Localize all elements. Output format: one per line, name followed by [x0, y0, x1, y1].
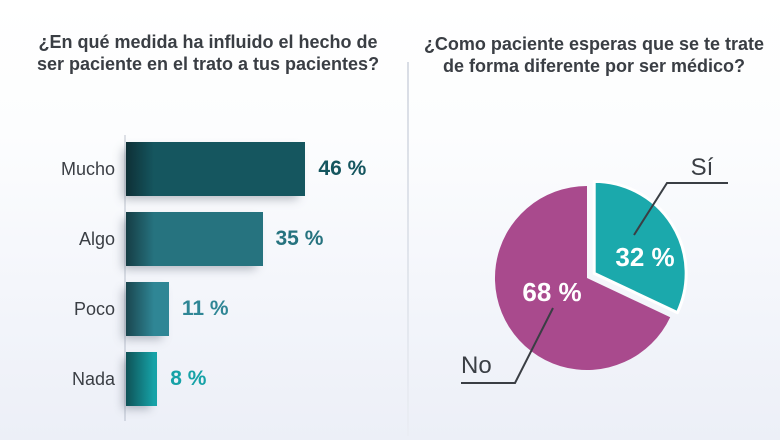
pie-chart: 32 % 68 % Sí No	[461, 154, 728, 384]
bar-poco	[126, 282, 169, 336]
pie-chart-title-line1: ¿Como paciente esperas que se te trate	[423, 34, 765, 54]
bar-chart-title-line1: ¿En qué medida ha influido el hecho de	[38, 32, 378, 52]
bar-row-poco: Poco 11 %	[0, 282, 366, 336]
bar-row-algo: Algo 35 %	[0, 212, 366, 266]
bar-chart-axis-line	[124, 135, 126, 421]
bar-chart-title: ¿En qué medida ha influido el hecho de s…	[26, 31, 390, 75]
bar-nada	[126, 352, 158, 406]
bar-category-label: Mucho	[60, 158, 115, 179]
pie-chart-title-line2: de forma diferente por ser médico?	[442, 56, 746, 76]
bar-value-label: 11 %	[181, 297, 229, 320]
pie-label-si: Sí	[691, 154, 714, 181]
no-callout-line	[461, 307, 554, 384]
bar-category-label: Algo	[78, 228, 115, 249]
bar-mucho	[126, 142, 306, 196]
pie-value-no: 68 %	[522, 277, 581, 307]
bar-value-label: 46 %	[318, 157, 367, 180]
bar-category-label: Poco	[73, 298, 115, 319]
bar-row-nada: Nada 8 %	[0, 352, 366, 406]
bar-chart-plot: Mucho 46 % Algo 35 % Poco 11 % Nada 8 %	[0, 142, 366, 422]
bar-chart-title-line2: ser paciente en el trato a tus pacientes…	[36, 54, 380, 74]
bar-value-label: 8 %	[170, 367, 207, 390]
pie-slice-si	[592, 179, 688, 315]
bar-row-mucho: Mucho 46 %	[0, 142, 366, 196]
si-callout-line	[633, 182, 728, 236]
bar-algo	[126, 212, 263, 266]
pie-value-si: 32 %	[615, 242, 674, 272]
pie-label-no: No	[461, 352, 492, 379]
pie-slice-no	[494, 186, 671, 370]
bar-value-label: 35 %	[275, 227, 324, 250]
pie-chart-title: ¿Como paciente esperas que se te trate d…	[417, 33, 771, 77]
bar-category-label: Nada	[71, 368, 115, 389]
panel-divider	[407, 62, 409, 436]
